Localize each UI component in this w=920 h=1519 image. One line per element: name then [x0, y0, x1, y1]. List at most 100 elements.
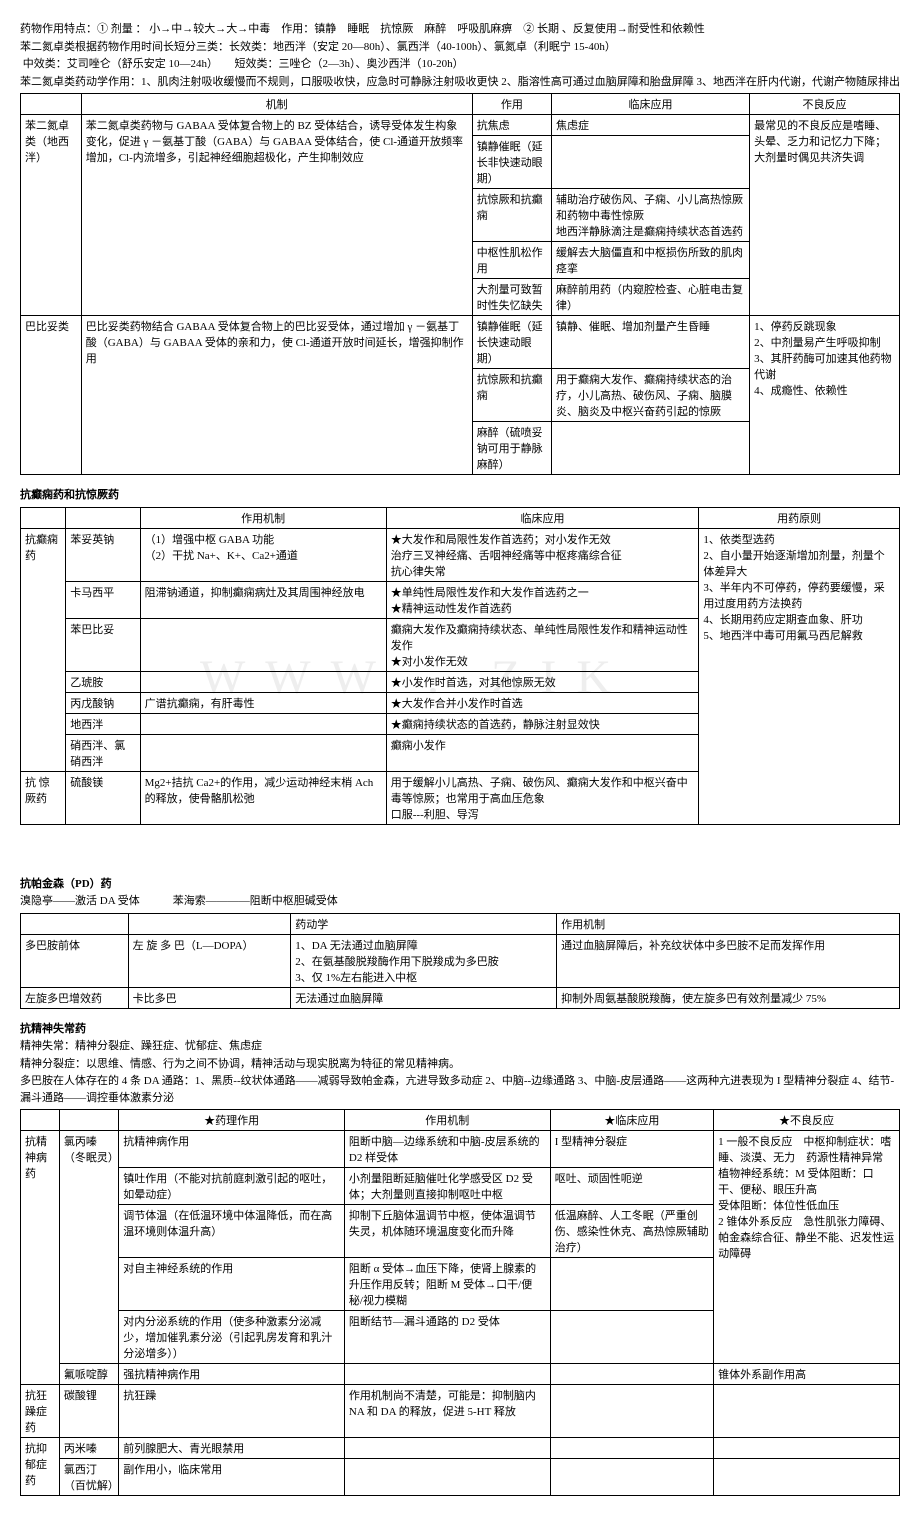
t4-r3c4 [550, 1258, 713, 1311]
t4-r6c3: 作用机制尚不清楚，可能是：抑制脑内 NA 和 DA 的释放，促进 5-HT 释放 [344, 1385, 550, 1438]
t1-r1c3 [551, 136, 749, 189]
t3-r0c2: 1、DA 无法通过血脑屏障 2、在氨基酸脱羧酶作用下脱羧成为多巴胺 3、仅 1%… [291, 934, 557, 987]
t4-r0c2: 抗精神病作用 [119, 1131, 345, 1168]
t2-h0 [21, 507, 66, 528]
t4-r7c5 [714, 1438, 900, 1459]
section-psych: 抗精神失常药 [20, 1021, 900, 1038]
t2-r4c1: 丙戊酸钠 [66, 692, 140, 713]
t2-r5c2 [140, 713, 386, 734]
t1-h4: 不良反应 [750, 94, 900, 115]
table-parkinson: 药动学 作用机制 多巴胺前体左 旋 多 巴（L—DOPA）1、DA 无法通过血脑… [20, 913, 900, 1009]
t4-r5c5: 锥体外系副作用高 [714, 1364, 900, 1385]
t2-r1c3: ★单纯性局限性发作和大发作首选药之一 ★精神运动性发作首选药 [386, 581, 699, 618]
t2-h4: 用药原则 [699, 507, 900, 528]
t2-r0c4: 1、依类型选药 2、自小量开始逐渐增加剂量，剂量个体差异大 3、半年内不可停药，… [699, 528, 900, 824]
t4-r6c4 [550, 1385, 713, 1438]
t4-r5c3 [344, 1364, 550, 1385]
t2-h2: 作用机制 [140, 507, 386, 528]
section-epilepsy: 抗癫痫药和抗惊厥药 [20, 487, 900, 504]
t4-h5: ★不良反应 [714, 1110, 900, 1131]
t1-r5c4: 1、停药反跳现象 2、中剂量易产生呼吸抑制 3、其肝药酶可加速其他药物代谢 4、… [750, 316, 900, 475]
t4-h1 [59, 1110, 118, 1131]
table-psych: ★药理作用 作用机制 ★临床应用 ★不良反应 抗精神病药 氯丙嗪（冬眠灵） 抗精… [20, 1109, 900, 1496]
t1-h0 [21, 94, 82, 115]
t1-r4c3: 麻醉前用药（内窥腔检查、心脏电击复律） [551, 279, 749, 316]
t4-r7c3 [344, 1438, 550, 1459]
t2-h3: 临床应用 [386, 507, 699, 528]
t1-r5c3: 镇静、催眠、增加剂量产生昏睡 [551, 316, 749, 369]
t3-h3: 作用机制 [557, 913, 900, 934]
t2-r0c1: 苯妥英钠 [66, 528, 140, 581]
t1-h1: 机制 [81, 94, 472, 115]
t1-r0c0: 苯二氮卓类（地西泮） [21, 115, 82, 316]
t1-r1c2: 镇静催眠（延长非快速动眼期） [472, 136, 551, 189]
t1-r4c2: 大剂量可致暂时性失忆缺失 [472, 279, 551, 316]
intro-p2: 苯二氮卓类根据药物作用时间长短分三类：长效类：地西泮（安定 20—80h）、氯西… [20, 39, 900, 56]
t4-h2: ★药理作用 [119, 1110, 345, 1131]
t4-r1c2: 镇吐作用（不能对抗前庭刺激引起的呕吐，如晕动症） [119, 1168, 345, 1205]
t2-r7c2: Mg2+拮抗 Ca2+的作用，减少运动神经末梢 Ach 的释放，使骨骼肌松弛 [140, 771, 386, 824]
t1-r5c2: 镇静催眠（延长快速动眼期） [472, 316, 551, 369]
t2-r6c1: 硝西泮、氯硝西泮 [66, 734, 140, 771]
t4-h0 [21, 1110, 60, 1131]
t4-r7c0: 抗抑郁症药 [21, 1438, 60, 1496]
t4-r8c3 [344, 1459, 550, 1496]
t1-r5c0: 巴比妥类 [21, 316, 82, 475]
t1-r6c3: 用于癫痫大发作、癫痫持续状态的治疗，小儿高热、破伤风、子痫、脑膜炎、脑炎及中枢兴… [551, 369, 749, 422]
t2-r2c3: 癫痫大发作及癫痫持续状态、单纯性局限性发作和精神运动性发作 ★对小发作无效 [386, 618, 699, 671]
t4-r6c2: 抗狂躁 [119, 1385, 345, 1438]
t4-r0c0: 抗精神病药 [21, 1131, 60, 1385]
t2-r4c2: 广谱抗癫痫，有肝毒性 [140, 692, 386, 713]
t4-r1c3: 小剂量阻断延脑催吐化学感受区 D2 受体；大剂量则直接抑制呕吐中枢 [344, 1168, 550, 1205]
t4-r0c5: 1 一般不良反应 中枢抑制症状：嗜睡、淡漠、无力 药源性精神异常 植物神经系统：… [714, 1131, 900, 1364]
t1-r7c2: 麻醉（硫喷妥钠可用于静脉麻醉） [472, 422, 551, 475]
table-benzodiazepine: 机制 作用 临床应用 不良反应 苯二氮卓类（地西泮） 苯二氮卓类药物与 GABA… [20, 93, 900, 475]
t4-r7c2: 前列腺肥大、青光眼禁用 [119, 1438, 345, 1459]
t1-r0c2: 抗焦虑 [472, 115, 551, 136]
t3-r0c0: 多巴胺前体 [21, 934, 129, 987]
t3-r1c3: 抑制外周氨基酸脱羧酶，使左旋多巴有效剂量减少 75% [557, 987, 900, 1008]
t3-h1 [128, 913, 291, 934]
t3-r1c0: 左旋多巴增效药 [21, 987, 129, 1008]
intro-p3: 中效类：艾司唑仑（舒乐安定 10—24h） 短效类：三唑仑（2—3h）、奥沙西泮… [20, 56, 900, 73]
t4-r8c4 [550, 1459, 713, 1496]
t4-r2c2: 调节体温（在低温环境中体温降低，而在高温环境则体温升高） [119, 1205, 345, 1258]
table-epilepsy: 作用机制 临床应用 用药原则 抗癫痫药 苯妥英钠 （1）增强中枢 GABA 功能… [20, 507, 900, 825]
t1-r3c3: 缓解去大脑僵直和中枢损伤所致的肌肉痉挛 [551, 242, 749, 279]
t2-r0c3: ★大发作和局限性发作首选药；对小发作无效 治疗三叉神经痛、舌咽神经痛等中枢疼痛综… [386, 528, 699, 581]
t1-r7c3 [551, 422, 749, 475]
t3-r1c1: 卡比多巴 [128, 987, 291, 1008]
t2-r6c3: 癫痫小发作 [386, 734, 699, 771]
t2-h1 [66, 507, 140, 528]
parkinson-sub: 溴隐亭——激活 DA 受体 苯海索————阻断中枢胆碱受体 [20, 893, 900, 910]
t4-r1c4: 呕吐、顽固性呃逆 [550, 1168, 713, 1205]
t1-r0c3: 焦虑症 [551, 115, 749, 136]
t4-r6c0: 抗狂躁症药 [21, 1385, 60, 1438]
t1-r6c2: 抗惊厥和抗癫痫 [472, 369, 551, 422]
t4-r0c1: 氯丙嗪（冬眠灵） [59, 1131, 118, 1364]
t2-r7c0: 抗 惊 厥药 [21, 771, 66, 824]
t1-r2c3: 辅助治疗破伤风、子痫、小儿高热惊厥和药物中毒性惊厥 地西泮静脉滴注是癫痫持续状态… [551, 189, 749, 242]
t2-r1c1: 卡马西平 [66, 581, 140, 618]
psych-b: 精神分裂症：以思维、情感、行为之间不协调，精神活动与现实脱离为特征的常见精神病。 [20, 1056, 900, 1073]
section-parkinson: 抗帕金森（PD）药 [20, 876, 900, 893]
psych-c: 多巴胺在人体存在的 4 条 DA 通路：1、黑质--纹状体通路——减弱导致帕金森… [20, 1073, 900, 1106]
t2-r2c1: 苯巴比妥 [66, 618, 140, 671]
intro-p4: 苯二氮卓类药动学作用：1、肌肉注射吸收缓慢而不规则，口服吸收快，应急时可静脉注射… [20, 74, 900, 91]
intro-p1: 药物作用特点：① 剂量 ： 小→中→较大→大→中毒 作用：镇静 睡眠 抗惊厥 麻… [20, 21, 900, 38]
t4-r7c1: 丙米嗪 [59, 1438, 118, 1459]
t4-r6c5 [714, 1385, 900, 1438]
t4-r2c4: 低温麻醉、人工冬眠（严重创伤、感染性休克、高热惊厥辅助治疗） [550, 1205, 713, 1258]
t4-r8c1: 氯西汀（百忧解） [59, 1459, 118, 1496]
t2-r3c3: ★小发作时首选，对其他惊厥无效 [386, 671, 699, 692]
t1-r5c1: 巴比妥类药物结合 GABAA 受体复合物上的巴比妥受体，通过增加 γ －氨基丁酸… [81, 316, 472, 475]
psych-a: 精神失常：精神分裂症、躁狂症、忧郁症、焦虑症 [20, 1038, 900, 1055]
t4-r8c5 [714, 1459, 900, 1496]
t4-r6c1: 碳酸锂 [59, 1385, 118, 1438]
t4-h4: ★临床应用 [550, 1110, 713, 1131]
t4-r7c4 [550, 1438, 713, 1459]
t4-r4c4 [550, 1311, 713, 1364]
t4-r4c2: 对内分泌系统的作用（使多种激素分泌减少，增加催乳素分泌（引起乳房发育和乳汁分泌增… [119, 1311, 345, 1364]
t2-r5c3: ★癫痫持续状态的首选药，静脉注射显效快 [386, 713, 699, 734]
t3-h0 [21, 913, 129, 934]
